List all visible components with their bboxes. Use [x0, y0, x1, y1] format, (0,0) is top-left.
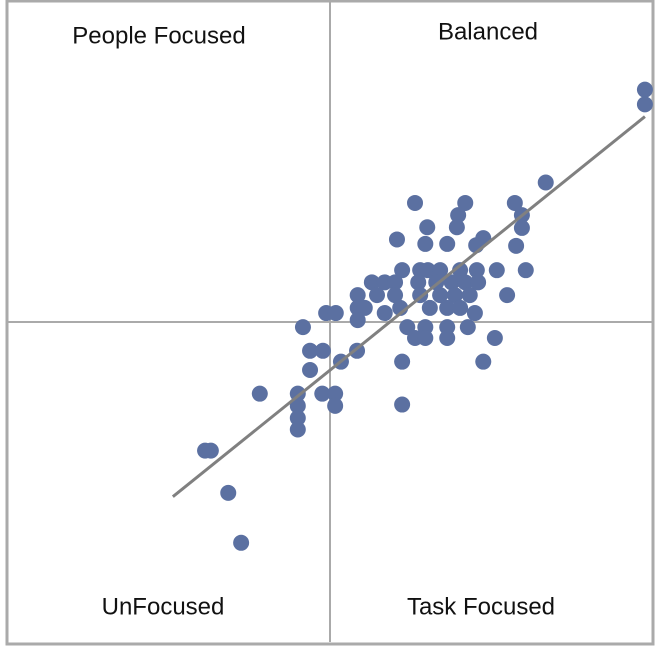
- trend-line: [171, 115, 646, 498]
- scatter-point: [314, 342, 331, 359]
- quadrant-label: UnFocused: [102, 593, 225, 620]
- scatter-point: [466, 305, 483, 322]
- scatter-point: [369, 287, 386, 304]
- scatter-point: [513, 219, 530, 236]
- scatter-point: [394, 396, 411, 413]
- scatter-point: [202, 442, 219, 459]
- scatter-point: [537, 174, 554, 191]
- scatter-point: [452, 299, 469, 316]
- scatter-point: [302, 342, 319, 359]
- scatter-point: [439, 235, 456, 252]
- scatter-point: [517, 262, 534, 279]
- scatter-point: [470, 274, 487, 291]
- scatter-point: [461, 287, 478, 304]
- scatter-point: [363, 274, 380, 291]
- scatter-point: [407, 194, 424, 211]
- scatter-point: [233, 534, 250, 551]
- scatter-point: [294, 319, 311, 336]
- scatter-point: [506, 194, 523, 211]
- scatter-point: [302, 362, 319, 378]
- quadrant-label: Balanced: [438, 18, 538, 45]
- scatter-point: [439, 330, 456, 346]
- scatter-point: [387, 287, 404, 304]
- scatter-point: [314, 385, 331, 402]
- scatter-point: [388, 231, 405, 248]
- scatter-point: [636, 81, 653, 98]
- scatter-point: [394, 353, 411, 370]
- scatter-point: [289, 397, 306, 414]
- scatter-point: [432, 287, 449, 304]
- scatter-point: [468, 262, 485, 279]
- scatter-point: [450, 207, 467, 224]
- scatter-point: [220, 484, 237, 501]
- quadrant-label: People Focused: [72, 22, 245, 49]
- scatter-point: [499, 287, 516, 304]
- scatter-point: [452, 262, 469, 279]
- scatter-point: [508, 237, 525, 254]
- scatter-point: [376, 305, 393, 322]
- scatter-point: [410, 274, 427, 291]
- scatter-point: [636, 96, 653, 113]
- scatter-point: [446, 287, 463, 304]
- scatter-point: [457, 274, 474, 291]
- scatter-point: [475, 353, 492, 370]
- scatter-point: [387, 274, 404, 291]
- scatter-point: [327, 397, 344, 414]
- scatter-point: [421, 299, 438, 316]
- scatter-point: [417, 235, 434, 252]
- scatter-point: [419, 262, 436, 279]
- scatter-point: [448, 219, 465, 236]
- scatter-point: [457, 194, 474, 211]
- scatter-point: [417, 330, 434, 346]
- scatter-point: [432, 262, 449, 279]
- scatter-point: [488, 262, 505, 279]
- scatter-point: [419, 219, 436, 236]
- scatter-point: [289, 410, 306, 426]
- scatter-point: [394, 262, 411, 279]
- scatter-point: [443, 274, 460, 291]
- scatter-point: [486, 330, 503, 346]
- scatter-point: [459, 319, 476, 336]
- scatter-point: [349, 287, 366, 304]
- quadrant-label: Task Focused: [407, 593, 555, 620]
- scatter-point: [289, 421, 306, 438]
- scatter-point: [251, 385, 268, 402]
- scatter-point: [439, 299, 456, 316]
- scatter-point: [327, 385, 344, 402]
- scatter-point: [356, 299, 373, 316]
- scatter-point: [349, 312, 366, 329]
- scatter-point: [327, 305, 344, 322]
